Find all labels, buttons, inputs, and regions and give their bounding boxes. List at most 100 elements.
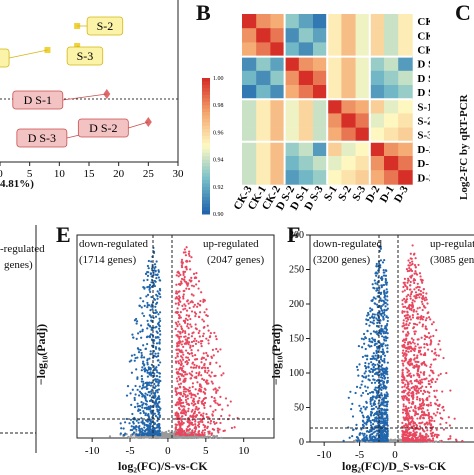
panel-e-xtick-label: 0 [165, 445, 171, 457]
heatmap-cell [299, 99, 314, 114]
panel-b-heatmap: CK-3CK-1CK-2D S-2D S-1D S-3S-1S-2S-3D-2D… [190, 0, 430, 240]
heatmap-legend-tick: 0.90 [213, 212, 224, 218]
heatmap-cell [370, 128, 385, 143]
panel-a-xlabel: 4.81%) [0, 178, 34, 190]
heatmap-row-label: D-2 [417, 144, 430, 156]
heatmap-cell [270, 170, 285, 185]
heatmap-cell [313, 113, 328, 128]
heatmap-cell [285, 170, 300, 185]
heatmap-row-label: CK-1 [417, 30, 430, 42]
heatmap-cell [256, 170, 271, 185]
pca-label: D S-1 [24, 93, 52, 107]
heatmap-legend-tick: 0.96 [213, 130, 224, 136]
heatmap-cell [270, 99, 285, 114]
heatmap-cell [270, 71, 285, 86]
heatmap-cell [313, 128, 328, 143]
heatmap-row-label: D-1 [417, 158, 430, 170]
heatmap-cell [327, 71, 342, 86]
heatmap-cell [299, 28, 314, 43]
heatmap-cell [299, 14, 314, 29]
heatmap-cell [370, 113, 385, 128]
heatmap-cell [299, 156, 314, 171]
heatmap-cell [256, 99, 271, 114]
pca-label: D S-2 [89, 121, 117, 135]
panel-e-down-count: (1714 genes) [79, 252, 148, 268]
heatmap-cell [370, 85, 385, 100]
heatmap-cell [370, 156, 385, 171]
heatmap-cell [285, 113, 300, 128]
heatmap-cell [384, 142, 399, 157]
heatmap-cell [299, 128, 314, 143]
panel-a-xtick-label: 25 [143, 168, 155, 180]
panel-a-xtick-label: 20 [113, 168, 125, 180]
panel-f-ytick-label: 300 [289, 230, 304, 241]
heatmap-cell [398, 28, 413, 43]
heatmap-cell [242, 71, 257, 86]
heatmap-cell [242, 142, 257, 157]
heatmap-cell [270, 156, 285, 171]
panel-f-ytick-label: 200 [289, 299, 304, 310]
pca-label-leader [9, 50, 47, 58]
heatmap-cell [356, 28, 371, 43]
heatmap-cell [242, 28, 257, 43]
heatmap-cell [384, 57, 399, 72]
heatmap-row-label: D S-3 [417, 87, 430, 99]
heatmap-cell [398, 71, 413, 86]
panel-f-xlabel: log₂(FC)/D_S-vs-CK [342, 459, 446, 474]
heatmap-cell [341, 14, 356, 29]
heatmap-cell [384, 14, 399, 29]
heatmap-cell [398, 42, 413, 57]
pca-label: D S-3 [28, 131, 56, 145]
heatmap-legend-tick: 1.00 [213, 76, 224, 82]
heatmap-cell [384, 128, 399, 143]
heatmap-cell [313, 99, 328, 114]
panel-f-up-label: up-regulated [430, 236, 474, 252]
heatmap-cell [270, 128, 285, 143]
heatmap-cell [299, 42, 314, 57]
heatmap-cell [341, 142, 356, 157]
heatmap-cell [370, 99, 385, 114]
heatmap-cell [242, 128, 257, 143]
heatmap-cell [327, 85, 342, 100]
panel-f-down-box: down-regulated (3200 genes) [313, 236, 382, 268]
panel-f-ytick-label: 150 [289, 334, 304, 345]
heatmap-cell [285, 99, 300, 114]
heatmap-cell [341, 99, 356, 114]
heatmap-cell [256, 128, 271, 143]
heatmap-cell [384, 156, 399, 171]
heatmap-cell [285, 128, 300, 143]
heatmap-cell [242, 85, 257, 100]
heatmap-cell [327, 99, 342, 114]
heatmap-cell [285, 71, 300, 86]
heatmap-cell [384, 113, 399, 128]
heatmap-cell [398, 128, 413, 143]
heatmap-cell [398, 99, 413, 114]
heatmap-cell [256, 14, 271, 29]
heatmap-cell [270, 42, 285, 57]
heatmap-cell [341, 170, 356, 185]
heatmap-cell [384, 28, 399, 43]
heatmap-cell [242, 156, 257, 171]
heatmap-row-label: D-3 [417, 172, 430, 184]
heatmap-cell [285, 57, 300, 72]
heatmap-cell [256, 156, 271, 171]
heatmap-cell [341, 57, 356, 72]
heatmap-cell [313, 14, 328, 29]
panel-c-letter: C [455, 0, 471, 26]
heatmap-cell [341, 156, 356, 171]
panel-f-ytick-label: 50 [294, 403, 304, 414]
panel-f-down-label: down-regulated [313, 236, 382, 252]
heatmap-cell [256, 28, 271, 43]
heatmap-cell [356, 156, 371, 171]
heatmap-cell [384, 71, 399, 86]
heatmap-cell [356, 42, 371, 57]
heatmap-cell [356, 99, 371, 114]
heatmap-cell [313, 142, 328, 157]
heatmap-cell [384, 99, 399, 114]
heatmap-cell [370, 42, 385, 57]
heatmap-cell [285, 14, 300, 29]
heatmap-cell [341, 113, 356, 128]
heatmap-cell [299, 170, 314, 185]
heatmap-cell [356, 57, 371, 72]
